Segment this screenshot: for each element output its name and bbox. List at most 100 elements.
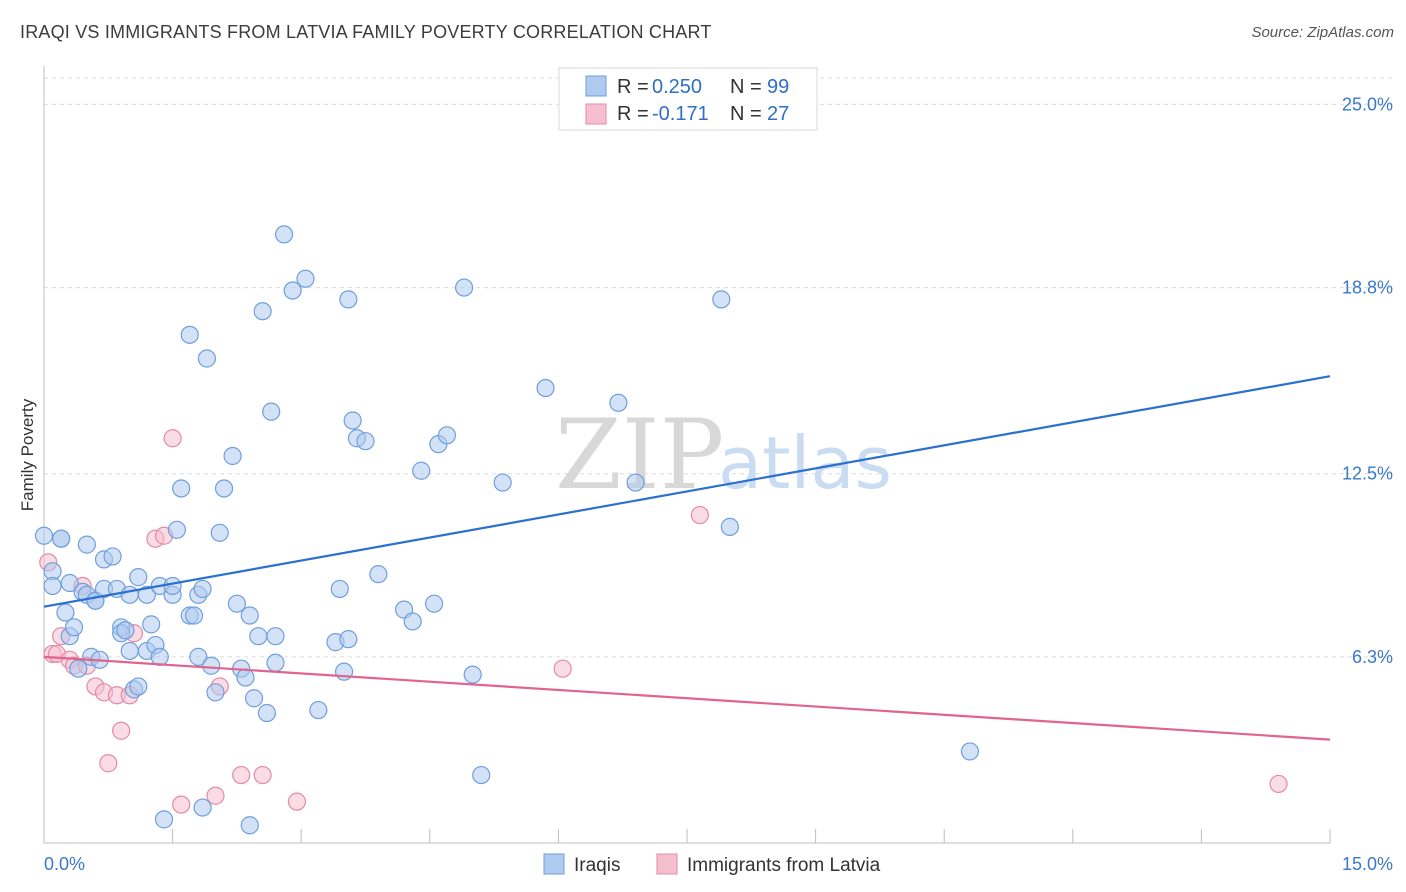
latvia-point-18 bbox=[172, 795, 191, 814]
watermark-atlas: atlas bbox=[718, 421, 892, 505]
x-tick-label-1: 15.0% bbox=[1342, 854, 1393, 874]
iraqis-point-23 bbox=[116, 621, 135, 640]
legend-r-value-1: 0.250 bbox=[652, 76, 702, 98]
iraqis-point-33 bbox=[150, 647, 169, 666]
legend-swatch-latvia bbox=[585, 103, 607, 125]
latvia-point-25 bbox=[690, 505, 709, 525]
source-credit: Source: ZipAtlas.com bbox=[1251, 24, 1394, 41]
iraqis-point-63 bbox=[266, 627, 285, 646]
latvia-point-24 bbox=[553, 659, 572, 678]
iraqis-point-88 bbox=[536, 378, 555, 398]
iraqis-point-87 bbox=[493, 473, 512, 492]
series-iraqis-points bbox=[34, 225, 980, 835]
iraqis-point-84 bbox=[454, 278, 474, 297]
bottom-legend-swatch-iraqis bbox=[543, 853, 565, 875]
iraqis-point-90 bbox=[626, 473, 645, 492]
iraqis-point-68 bbox=[309, 700, 328, 720]
iraqis-point-59 bbox=[249, 627, 268, 646]
iraqis-point-12 bbox=[77, 535, 96, 554]
iraqis-point-55 bbox=[236, 668, 255, 687]
iraqis-point-35 bbox=[154, 810, 174, 829]
x-tick-label-0: 0.0% bbox=[44, 854, 85, 874]
iraqis-point-65 bbox=[274, 225, 294, 244]
legend-n-label-2: N = bbox=[730, 103, 762, 125]
iraqis-point-89 bbox=[609, 393, 628, 412]
latvia-point-19 bbox=[206, 786, 225, 805]
iraqis-point-45 bbox=[193, 579, 212, 599]
iraqis-point-62 bbox=[262, 402, 281, 421]
iraqis-point-39 bbox=[172, 479, 191, 498]
latvia-trend-line bbox=[43, 655, 1331, 741]
iraqis-point-50 bbox=[210, 523, 229, 542]
iraqis-point-77 bbox=[369, 565, 388, 584]
iraqis-point-49 bbox=[206, 683, 225, 702]
legend-n-value-1: 99 bbox=[767, 76, 789, 98]
y-tick-labels: 6.3% 12.5% 18.8% 25.0% bbox=[1342, 94, 1393, 666]
y-tick-label-3: 25.0% bbox=[1342, 94, 1393, 114]
iraqis-point-73 bbox=[339, 290, 358, 309]
latvia-point-26 bbox=[1269, 774, 1288, 794]
iraqis-point-51 bbox=[214, 479, 234, 498]
iraqis-point-86 bbox=[472, 765, 491, 785]
bottom-legend-iraqis: Iraqis bbox=[574, 855, 620, 876]
latvia-point-21 bbox=[232, 765, 251, 785]
iraqis-point-74 bbox=[343, 411, 362, 430]
y-axis-label: Family Poverty bbox=[18, 398, 37, 511]
iraqis-point-93 bbox=[960, 742, 980, 761]
iraqis-point-4 bbox=[43, 576, 62, 596]
iraqis-point-44 bbox=[189, 647, 208, 666]
iraqis-point-53 bbox=[227, 594, 246, 613]
latvia-point-17 bbox=[163, 429, 182, 448]
iraqis-point-92 bbox=[720, 517, 739, 536]
iraqis-trend-line bbox=[43, 375, 1331, 608]
iraqis-point-80 bbox=[412, 461, 431, 480]
iraqis-point-5 bbox=[60, 573, 79, 593]
iraqis-point-27 bbox=[129, 677, 148, 696]
iraqis-point-60 bbox=[253, 302, 272, 321]
iraqis-point-25 bbox=[120, 585, 139, 604]
iraqis-point-8 bbox=[64, 618, 84, 637]
legend-r-label-2: R = bbox=[617, 103, 649, 125]
iraqis-point-83 bbox=[437, 426, 457, 445]
iraqis-point-0 bbox=[34, 526, 54, 545]
iraqis-point-81 bbox=[424, 594, 444, 613]
series-legend: Iraqis Immigrants from Latvia bbox=[543, 853, 881, 876]
iraqis-point-42 bbox=[184, 606, 204, 625]
iraqis-point-30 bbox=[137, 585, 156, 604]
iraqis-point-70 bbox=[330, 579, 349, 599]
iraqis-point-9 bbox=[69, 659, 88, 678]
iraqis-point-37 bbox=[163, 576, 182, 596]
iraqis-point-38 bbox=[167, 520, 186, 539]
iraqis-point-52 bbox=[223, 446, 242, 466]
iraqis-point-91 bbox=[712, 290, 731, 309]
iraqis-point-76 bbox=[356, 432, 375, 451]
bottom-legend-swatch-latvia bbox=[656, 853, 678, 875]
iraqis-point-6 bbox=[56, 603, 75, 622]
legend-n-value-2: 27 bbox=[767, 103, 789, 125]
y-tick-label-0: 6.3% bbox=[1352, 647, 1393, 667]
latvia-point-10 bbox=[99, 754, 118, 773]
iraqis-point-41 bbox=[180, 325, 199, 344]
bottom-legend-latvia: Immigrants from Latvia bbox=[687, 855, 881, 876]
iraqis-point-47 bbox=[197, 349, 216, 368]
legend-n-label-1: N = bbox=[730, 76, 762, 98]
chart-title: IRAQI VS IMMIGRANTS FROM LATVIA FAMILY P… bbox=[20, 22, 712, 42]
x-tick-labels: 0.0% 15.0% bbox=[44, 854, 1393, 874]
trend-lines bbox=[43, 375, 1331, 741]
iraqis-point-31 bbox=[142, 615, 161, 634]
iraqis-point-57 bbox=[240, 606, 259, 625]
iraqis-point-72 bbox=[339, 630, 358, 649]
iraqis-point-61 bbox=[257, 703, 277, 723]
iraqis-point-67 bbox=[296, 269, 315, 288]
y-tick-label-1: 12.5% bbox=[1342, 464, 1393, 484]
iraqis-point-3 bbox=[52, 529, 71, 548]
stats-legend: R = 0.250 N = 99 R = -0.171 N = 27 bbox=[558, 67, 818, 131]
latvia-point-22 bbox=[253, 765, 272, 785]
y-tick-label-2: 18.8% bbox=[1342, 278, 1393, 298]
watermark: ZIP atlas bbox=[555, 399, 892, 511]
iraqis-point-24 bbox=[120, 641, 139, 661]
legend-r-label-1: R = bbox=[617, 76, 649, 98]
axes bbox=[43, 66, 1331, 844]
iraqis-point-66 bbox=[283, 281, 302, 300]
